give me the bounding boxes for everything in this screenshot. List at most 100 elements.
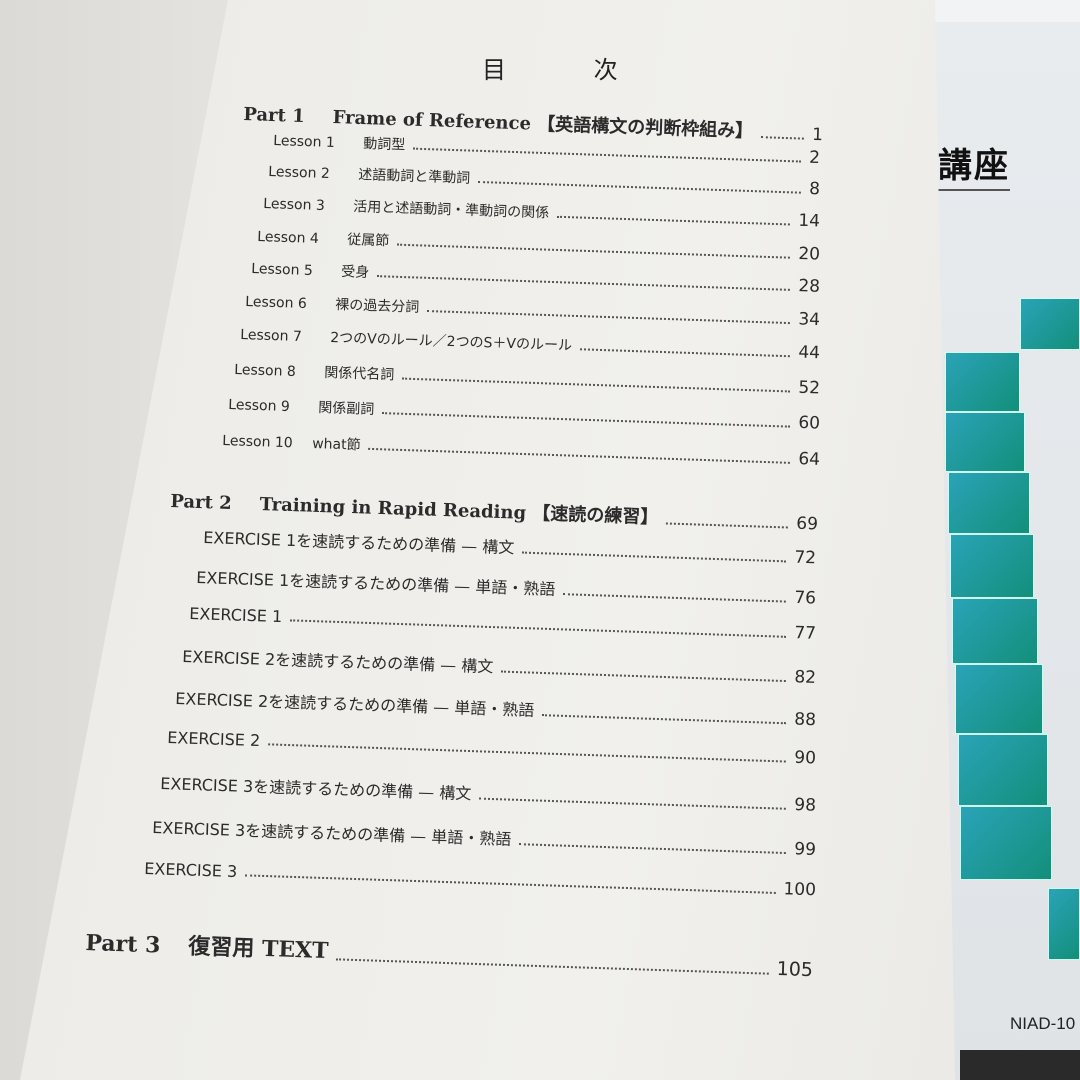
- leader-dots: [542, 714, 787, 725]
- toc-lesson-row: Lesson 7 2つのVのルール／2つのS＋Vのルール 44: [240, 324, 820, 363]
- toc-lesson-row: Lesson 8 関係代名詞 52: [234, 359, 820, 398]
- cover-title: 講座: [938, 138, 1010, 191]
- lesson-title: 裸の過去分詞: [334, 296, 420, 316]
- exercise-title: EXERCISE 2を速読するための準備 — 構文: [182, 647, 494, 677]
- toc-exercise-row: EXERCISE 2 90: [167, 727, 816, 769]
- page-number: 34: [798, 309, 821, 331]
- part-title: 復習用 TEXT: [187, 933, 329, 965]
- toc-lesson-row: Lesson 5 受身 28: [251, 258, 820, 297]
- leader-dots: [519, 843, 787, 855]
- leader-dots: [290, 619, 787, 638]
- exercise-title: EXERCISE 3を速読するための準備 — 単語・熟語: [152, 818, 512, 849]
- page-number: 76: [794, 587, 817, 609]
- lesson-title: 関係代名詞: [323, 364, 395, 384]
- lesson-number: Lesson 5: [251, 261, 314, 280]
- toc-lesson-row: Lesson 9 関係副詞 60: [228, 394, 820, 434]
- toc-exercise-row: EXERCISE 3を速読するための準備 — 構文 98: [160, 770, 816, 816]
- cover-code: NIAD-10: [1010, 1014, 1076, 1033]
- lesson-title: 従属節: [346, 231, 390, 250]
- lesson-title: 関係副詞: [317, 399, 375, 418]
- page-title: 目 次: [482, 56, 658, 84]
- page-number: 105: [776, 957, 814, 982]
- page-number: 8: [808, 178, 821, 200]
- toc-exercise-row: EXERCISE 1 77: [189, 603, 816, 644]
- exercise-title: EXERCISE 3: [144, 859, 238, 882]
- leader-dots: [413, 147, 802, 163]
- page-number: 64: [798, 449, 821, 470]
- leader-dots: [377, 275, 791, 291]
- page-number: 88: [794, 709, 817, 731]
- page-number: 100: [783, 879, 817, 901]
- page-number: 82: [794, 667, 817, 689]
- page-number: 20: [798, 243, 821, 265]
- exercise-title: EXERCISE 3を速読するための準備 — 構文: [160, 774, 472, 804]
- toc-exercise-row: EXERCISE 2を速読するための準備 — 構文 82: [182, 643, 816, 688]
- part-number: Part 1: [243, 104, 306, 128]
- toc-lesson-row: Lesson 10 what節 64: [222, 430, 820, 470]
- toc-lesson-row: Lesson 2 述語動詞と準動詞 8: [268, 161, 820, 199]
- lesson-number: Lesson 6: [245, 294, 308, 313]
- lesson-number: Lesson 4: [257, 229, 320, 248]
- toc-lesson-row: Lesson 3 活用と述語動詞・準動詞の関係 14: [263, 193, 820, 231]
- leader-dots: [382, 412, 791, 428]
- page-number: 1: [811, 124, 824, 146]
- exercise-title: EXERCISE 1: [189, 604, 283, 627]
- lesson-number: Lesson 7: [240, 327, 303, 346]
- toc-exercise-row: EXERCISE 3 100: [144, 858, 816, 900]
- page-number: 28: [798, 276, 821, 297]
- leader-dots: [760, 136, 805, 140]
- leader-dots: [336, 958, 769, 975]
- leader-dots: [479, 797, 787, 810]
- lesson-title: 動詞型: [362, 135, 406, 154]
- cover-bottom-band: [960, 1050, 1080, 1080]
- lesson-number: Lesson 9: [228, 397, 291, 416]
- part-number: Part 2: [170, 491, 233, 515]
- leader-dots: [427, 310, 791, 325]
- lesson-title: 活用と述語動詞・準動詞の関係: [352, 198, 550, 222]
- part-number: Part 3: [85, 930, 161, 959]
- lesson-title: 述語動詞と準動詞: [357, 166, 471, 187]
- part-title: Training in Rapid Reading 【速読の練習】: [259, 493, 659, 529]
- toc-exercise-row: EXERCISE 2を速読するための準備 — 単語・熟語 88: [175, 685, 816, 730]
- leader-dots: [402, 377, 791, 393]
- lesson-number: Lesson 3: [263, 196, 326, 215]
- page-number: 14: [798, 210, 821, 232]
- toc-lesson-row: Lesson 6 裸の過去分詞 34: [245, 291, 820, 330]
- page-number: 90: [794, 747, 817, 769]
- page-number: 2: [808, 147, 821, 169]
- page-number: 72: [794, 547, 817, 569]
- exercise-title: EXERCISE 1を速読するための準備 — 構文: [203, 528, 515, 558]
- page-number: 77: [794, 623, 817, 644]
- leader-dots: [368, 447, 791, 464]
- lesson-number: Lesson 8: [234, 362, 297, 381]
- leader-dots: [666, 522, 789, 529]
- leader-dots: [478, 180, 802, 194]
- leader-dots: [557, 215, 791, 226]
- toc-part-3: Part 3 復習用 TEXT 105: [85, 925, 814, 981]
- leader-dots: [501, 670, 787, 683]
- lesson-title: what節: [311, 435, 361, 454]
- toc-exercise-row: EXERCISE 1を速読するための準備 — 単語・熟語 76: [196, 564, 816, 609]
- leader-dots: [397, 243, 791, 259]
- page-number: 52: [798, 377, 821, 399]
- page-number: 60: [798, 412, 821, 434]
- page-number: 44: [798, 342, 821, 364]
- lesson-number: Lesson 2: [268, 164, 331, 183]
- page-number: 69: [796, 513, 819, 535]
- lesson-number: Lesson 1: [273, 133, 336, 152]
- page-number: 99: [794, 839, 817, 861]
- exercise-title: EXERCISE 1を速読するための準備 — 単語・熟語: [196, 568, 556, 599]
- toc-exercise-row: EXERCISE 3を速読するための準備 — 単語・熟語 99: [152, 814, 816, 860]
- lesson-title: 2つのVのルール／2つのS＋Vのルール: [329, 329, 573, 355]
- exercise-title: EXERCISE 2を速読するための準備 — 単語・熟語: [175, 689, 535, 720]
- exercise-title: EXERCISE 2: [167, 728, 261, 751]
- lesson-number: Lesson 10: [222, 433, 293, 452]
- leader-dots: [522, 551, 787, 563]
- leader-dots: [268, 743, 787, 763]
- leader-dots: [579, 348, 791, 358]
- lesson-title: 受身: [340, 263, 370, 281]
- cover-edge: [930, 0, 1080, 22]
- toc-lesson-row: Lesson 4 従属節 20: [257, 226, 820, 265]
- page-number: 98: [794, 795, 817, 816]
- leader-dots: [245, 874, 776, 894]
